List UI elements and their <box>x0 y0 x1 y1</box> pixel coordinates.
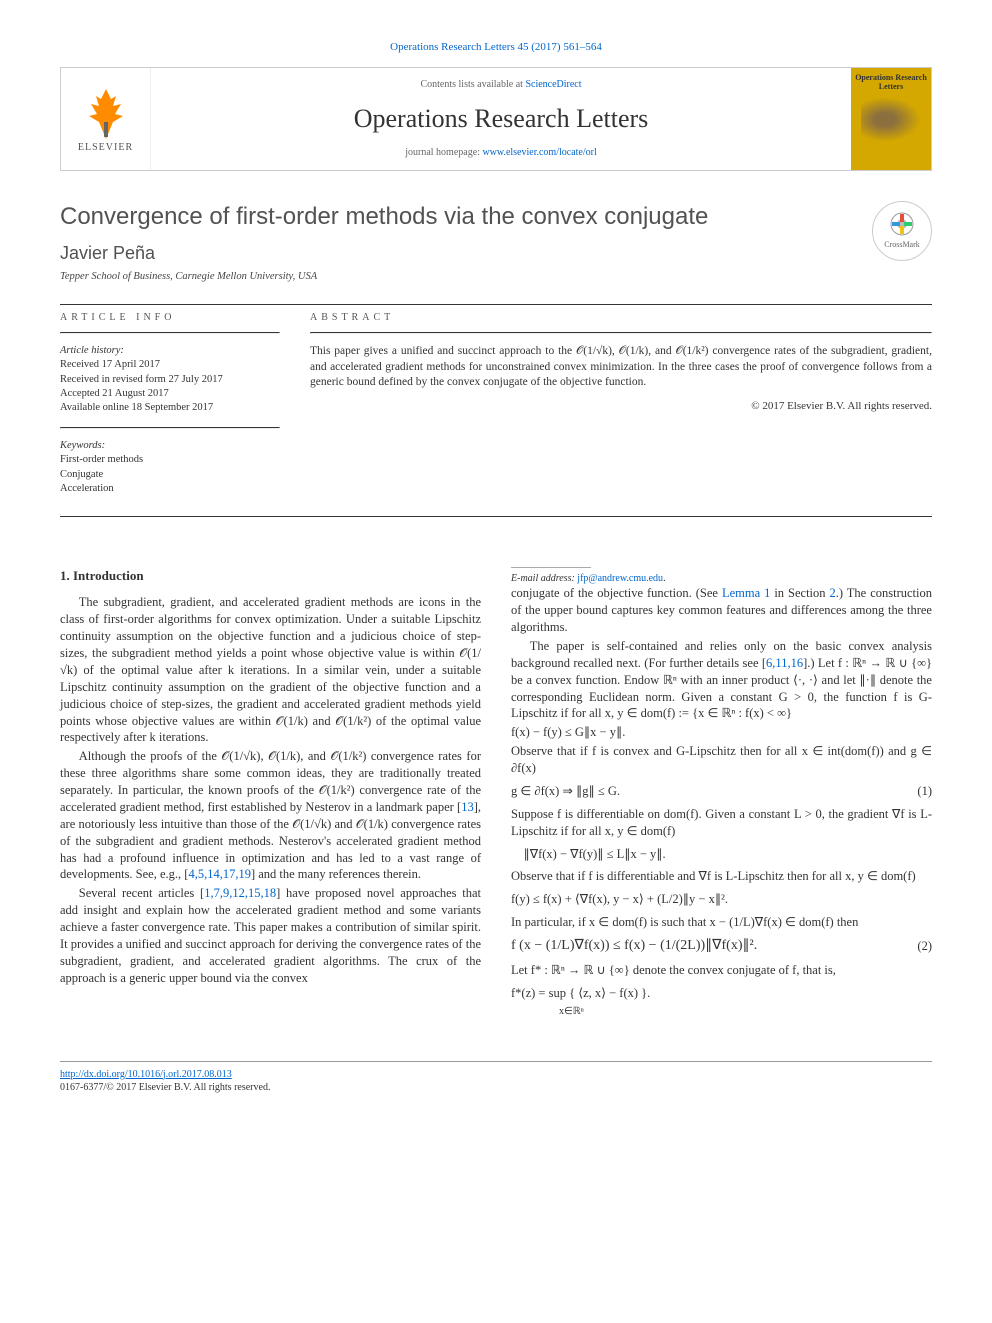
crossmark-icon <box>890 212 914 240</box>
col2-para-2: The paper is self-contained and relies o… <box>511 638 932 722</box>
equation-conjugate: f*(z) = sup { ⟨z, x⟩ − f(x) }. x∈ℝⁿ <box>511 985 932 1019</box>
author-name: Javier Peña <box>60 241 872 265</box>
doi-link[interactable]: http://dx.doi.org/10.1016/j.orl.2017.08.… <box>60 1069 232 1080</box>
homepage-line: journal homepage: www.elsevier.com/locat… <box>161 146 841 160</box>
p3-text-b: ] have proposed novel approaches that ad… <box>60 886 481 984</box>
history-online: Available online 18 September 2017 <box>60 401 280 415</box>
journal-header-center: Contents lists available at ScienceDirec… <box>151 68 851 170</box>
citation-group-1[interactable]: 4,5,14,17,19 <box>188 867 251 881</box>
sciencedirect-link[interactable]: ScienceDirect <box>525 79 581 90</box>
page-footer: http://dx.doi.org/10.1016/j.orl.2017.08.… <box>60 1061 932 1095</box>
journal-title: Operations Research Letters <box>161 101 841 136</box>
equation-conjugate-sub: x∈ℝⁿ <box>559 1006 584 1017</box>
keywords-heading: Keywords: <box>60 439 280 453</box>
crossmark-badge[interactable]: CrossMark <box>872 201 932 261</box>
citation-group-2[interactable]: 1,7,9,12,15,18 <box>204 886 276 900</box>
elsevier-logo: ELSEVIER <box>78 84 133 155</box>
c2-cont-a: conjugate of the objective function. (Se… <box>511 586 722 600</box>
p3-text-a: Several recent articles [ <box>79 886 204 900</box>
keyword-3: Acceleration <box>60 482 280 496</box>
intro-para-3: Several recent articles [1,7,9,12,15,18]… <box>60 885 481 986</box>
homepage-prefix: journal homepage: <box>405 147 482 158</box>
equation-2-body: f (x − (1/L)∇f(x)) ≤ f(x) − (1/(2L))∥∇f(… <box>511 937 757 956</box>
cover-image <box>861 97 921 142</box>
article-body: 1. Introduction The subgradient, gradien… <box>60 567 932 1021</box>
email-label: E-mail address: <box>511 573 577 584</box>
abstract-label: ABSTRACT <box>310 311 932 325</box>
cover-title: Operations Research Letters <box>855 74 927 92</box>
equation-descent-lemma: f(y) ≤ f(x) + ⟨∇f(x), y − x⟩ + (L/2)∥y −… <box>511 891 932 908</box>
publisher-logo-cell: ELSEVIER <box>61 68 151 170</box>
homepage-link[interactable]: www.elsevier.com/locate/orl <box>482 147 596 158</box>
abstract-copyright: © 2017 Elsevier B.V. All rights reserved… <box>310 399 932 414</box>
history-revised: Received in revised form 27 July 2017 <box>60 373 280 387</box>
citation-13[interactable]: 13 <box>461 800 474 814</box>
col2-para-7: Let f* : ℝⁿ → ℝ ∪ {∞} denote the convex … <box>511 962 932 979</box>
equation-2: f (x − (1/L)∇f(x)) ≤ f(x) − (1/(2L))∥∇f(… <box>511 937 932 956</box>
page-header-reference: Operations Research Letters 45 (2017) 56… <box>60 40 932 55</box>
section-1-heading: 1. Introduction <box>60 567 481 585</box>
abstract-rule <box>310 332 932 334</box>
journal-header-box: ELSEVIER Contents lists available at Sci… <box>60 67 932 171</box>
journal-cover-thumbnail: Operations Research Letters <box>851 68 931 170</box>
keyword-1: First-order methods <box>60 453 280 467</box>
contents-available-line: Contents lists available at ScienceDirec… <box>161 78 841 92</box>
footnote-rule <box>511 567 591 568</box>
article-history-heading: Article history: <box>60 344 280 358</box>
equation-1: g ∈ ∂f(x) ⇒ ∥g∥ ≤ G. (1) <box>511 783 932 800</box>
c2-cont-b: in Section <box>770 586 829 600</box>
info-rule-1 <box>60 332 280 334</box>
lemma-1-link[interactable]: Lemma 1 <box>722 586 770 600</box>
article-info-column: ARTICLE INFO Article history: Received 1… <box>60 311 280 508</box>
equation-lipschitz: f(x) − f(y) ≤ G∥x − y∥. <box>511 724 932 741</box>
col2-para-5: Observe that if f is differentiable and … <box>511 868 932 885</box>
intro-para-2: Although the proofs of the 𝒪(1/√k), 𝒪(1/… <box>60 748 481 883</box>
col2-para-6: In particular, if x ∈ dom(f) is such tha… <box>511 914 932 931</box>
contents-prefix: Contents lists available at <box>420 79 525 90</box>
rule-top <box>60 304 932 305</box>
equation-2-number: (2) <box>902 938 932 955</box>
crossmark-label: CrossMark <box>884 240 920 251</box>
rule-bottom <box>60 516 932 517</box>
article-info-label: ARTICLE INFO <box>60 311 280 325</box>
history-received: Received 17 April 2017 <box>60 358 280 372</box>
col2-para-4: Suppose f is differentiable on dom(f). G… <box>511 806 932 840</box>
issn-copyright: 0167-6377/© 2017 Elsevier B.V. All right… <box>60 1081 932 1095</box>
equation-1-number: (1) <box>902 783 932 800</box>
author-email-link[interactable]: jfp@andrew.cmu.edu <box>577 573 663 584</box>
intro-para-1: The subgradient, gradient, and accelerat… <box>60 594 481 746</box>
abstract-column: ABSTRACT This paper gives a unified and … <box>310 311 932 508</box>
equation-1-body: g ∈ ∂f(x) ⇒ ∥g∥ ≤ G. <box>511 783 620 800</box>
history-accepted: Accepted 21 August 2017 <box>60 387 280 401</box>
article-title: Convergence of first-order methods via t… <box>60 201 872 233</box>
p2-text-a: Although the proofs of the 𝒪(1/√k), 𝒪(1/… <box>60 749 481 814</box>
p2-text-c: ] and the many references therein. <box>251 867 421 881</box>
citation-group-3[interactable]: 6,11,16 <box>766 656 803 670</box>
publisher-name: ELSEVIER <box>78 141 133 155</box>
author-affiliation: Tepper School of Business, Carnegie Mell… <box>60 270 872 284</box>
abstract-text: This paper gives a unified and succinct … <box>310 344 932 391</box>
col2-continuation: conjugate of the objective function. (Se… <box>511 585 932 636</box>
keyword-2: Conjugate <box>60 468 280 482</box>
equation-grad-lipschitz: ∥∇f(x) − ∇f(y)∥ ≤ L∥x − y∥. <box>524 846 933 863</box>
equation-conjugate-body: f*(z) = sup { ⟨z, x⟩ − f(x) }. <box>511 986 650 1000</box>
col2-para-3: Observe that if f is convex and G-Lipsch… <box>511 743 932 777</box>
corresponding-email: E-mail address: jfp@andrew.cmu.edu. <box>511 567 932 586</box>
info-rule-2 <box>60 427 280 429</box>
